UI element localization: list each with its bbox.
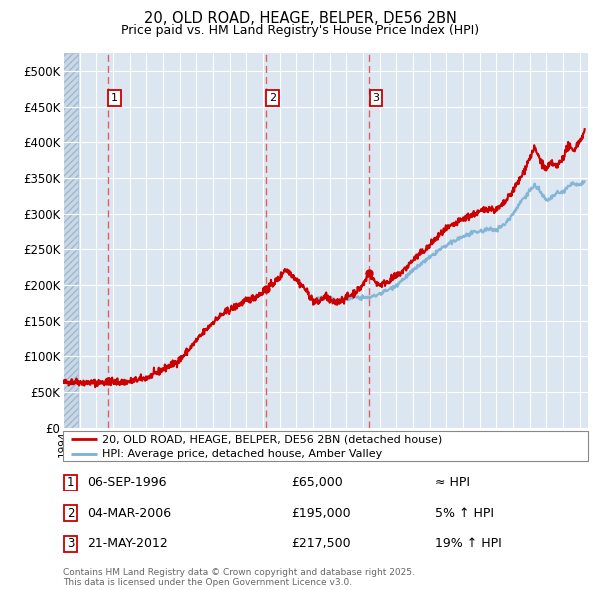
Text: Price paid vs. HM Land Registry's House Price Index (HPI): Price paid vs. HM Land Registry's House …	[121, 24, 479, 37]
FancyBboxPatch shape	[64, 536, 77, 552]
Text: 04-MAR-2006: 04-MAR-2006	[87, 507, 171, 520]
Text: Contains HM Land Registry data © Crown copyright and database right 2025.
This d: Contains HM Land Registry data © Crown c…	[63, 568, 415, 587]
Text: £195,000: £195,000	[291, 507, 350, 520]
Text: 2: 2	[67, 507, 74, 520]
Text: 06-SEP-1996: 06-SEP-1996	[87, 476, 167, 489]
Text: 3: 3	[67, 537, 74, 550]
Text: 5% ↑ HPI: 5% ↑ HPI	[435, 507, 494, 520]
Text: 3: 3	[373, 93, 380, 103]
Text: 20, OLD ROAD, HEAGE, BELPER, DE56 2BN (detached house): 20, OLD ROAD, HEAGE, BELPER, DE56 2BN (d…	[103, 434, 443, 444]
Text: 19% ↑ HPI: 19% ↑ HPI	[435, 537, 502, 550]
Text: HPI: Average price, detached house, Amber Valley: HPI: Average price, detached house, Ambe…	[103, 449, 383, 458]
FancyBboxPatch shape	[64, 505, 77, 522]
Text: £65,000: £65,000	[291, 476, 343, 489]
Text: £217,500: £217,500	[291, 537, 350, 550]
Text: 20, OLD ROAD, HEAGE, BELPER, DE56 2BN: 20, OLD ROAD, HEAGE, BELPER, DE56 2BN	[143, 11, 457, 25]
Text: 1: 1	[111, 93, 118, 103]
Text: 2: 2	[269, 93, 276, 103]
Text: 21-MAY-2012: 21-MAY-2012	[87, 537, 168, 550]
Text: 1: 1	[67, 476, 74, 489]
Text: ≈ HPI: ≈ HPI	[435, 476, 470, 489]
FancyBboxPatch shape	[64, 474, 77, 491]
FancyBboxPatch shape	[63, 431, 588, 461]
